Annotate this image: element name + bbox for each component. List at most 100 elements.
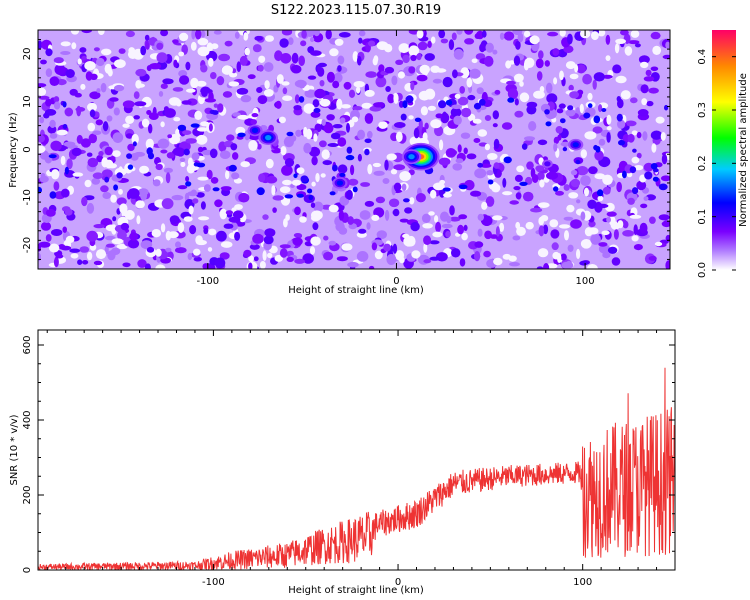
heatmap-cell bbox=[72, 172, 84, 177]
heatmap-cell bbox=[309, 246, 316, 255]
heatmap-cell bbox=[218, 53, 231, 62]
heatmap-cell bbox=[186, 164, 195, 174]
heatmap-cell bbox=[630, 97, 638, 104]
heatmap-cell bbox=[60, 245, 72, 251]
heatmap-cell bbox=[43, 112, 50, 119]
heatmap-cell bbox=[196, 192, 205, 198]
heatmap-cell bbox=[513, 186, 521, 191]
heatmap-cell bbox=[419, 64, 431, 75]
heatmap-cell bbox=[300, 175, 309, 183]
heatmap-cell bbox=[294, 79, 307, 88]
heatmap-cell bbox=[355, 86, 361, 94]
heatmap-cell bbox=[162, 78, 174, 85]
heatmap-cell bbox=[477, 213, 484, 221]
heatmap-cell bbox=[263, 89, 274, 97]
heatmap-cell bbox=[602, 252, 611, 259]
heatmap-cell bbox=[474, 33, 481, 39]
heatmap-cell bbox=[93, 47, 100, 52]
heatmap-cell bbox=[193, 256, 202, 262]
heatmap-cell bbox=[206, 169, 213, 180]
heatmap-cell bbox=[311, 214, 321, 222]
heatmap-cell bbox=[566, 204, 575, 213]
heatmap-cell bbox=[438, 30, 446, 39]
heatmap-cell bbox=[113, 107, 120, 116]
heatmap-cell bbox=[594, 173, 606, 180]
heatmap-cell bbox=[80, 138, 91, 148]
heatmap-cell bbox=[477, 228, 483, 237]
snr-panel: -100 0 100 0 200 400 600 Height of straight l… bbox=[9, 329, 676, 596]
heatmap-cell bbox=[627, 133, 635, 143]
heatmap-cell bbox=[555, 190, 564, 196]
heatmap-cell bbox=[454, 93, 461, 99]
heatmap-cell bbox=[586, 264, 598, 269]
heatmap-cell bbox=[650, 163, 658, 170]
heatmap-cell bbox=[449, 216, 461, 222]
heatmap-cell bbox=[165, 230, 172, 241]
heatmap-cell bbox=[416, 30, 424, 39]
heatmap-cell bbox=[366, 222, 371, 230]
heatmap-cell bbox=[279, 244, 291, 249]
heatmap-cell bbox=[597, 30, 606, 37]
heatmap-cell bbox=[252, 44, 262, 53]
heatmap-cell bbox=[580, 149, 587, 159]
heatmap-cell bbox=[642, 131, 648, 141]
heatmap-cell bbox=[555, 126, 563, 134]
heatmap-cell bbox=[499, 32, 505, 40]
heatmap-cell bbox=[313, 108, 321, 113]
heatmap-cell bbox=[89, 91, 101, 100]
heatmap-cell bbox=[93, 260, 103, 266]
heatmap-cell bbox=[197, 176, 209, 181]
heatmap-cell bbox=[654, 241, 663, 247]
heatmap-cell bbox=[244, 47, 250, 56]
heatmap-cell bbox=[132, 141, 137, 147]
heatmap-cell bbox=[89, 109, 96, 118]
heatmap-cell bbox=[107, 250, 116, 261]
heatmap-cell bbox=[319, 98, 331, 107]
heatmap-cell bbox=[393, 164, 406, 171]
heatmap-cell bbox=[519, 81, 524, 87]
heatmap-cell bbox=[503, 156, 512, 164]
heatmap-cell bbox=[479, 98, 486, 106]
heatmap-cell bbox=[118, 188, 123, 195]
heatmap-cell bbox=[464, 30, 474, 35]
heatmap-cell bbox=[463, 147, 468, 155]
heatmap-cell bbox=[340, 104, 351, 109]
heatmap-cell bbox=[477, 129, 488, 137]
heatmap-cell bbox=[451, 104, 462, 110]
heatmap-cell bbox=[106, 115, 113, 122]
heatmap-cell bbox=[313, 133, 318, 142]
heatmap-cell bbox=[633, 165, 644, 171]
heatmap-cell bbox=[410, 81, 415, 91]
heatmap-cell bbox=[492, 49, 498, 55]
heatmap-cell bbox=[476, 87, 484, 95]
heatmap-cell bbox=[487, 179, 494, 185]
heatmap-cell bbox=[408, 45, 420, 57]
heatmap-cell bbox=[228, 81, 240, 87]
heatmap-cell bbox=[376, 230, 387, 240]
heatmap-cell bbox=[183, 216, 193, 222]
heatmap-cell bbox=[630, 30, 640, 38]
heatmap-cell bbox=[49, 191, 57, 199]
heatmap-cell bbox=[187, 191, 198, 197]
heatmap-cell bbox=[45, 98, 52, 107]
heatmap-cell bbox=[486, 170, 494, 176]
heatmap-cell bbox=[93, 224, 105, 229]
heatmap-cell bbox=[175, 247, 187, 254]
heatmap-cell bbox=[614, 43, 620, 54]
heatmap-cell bbox=[252, 233, 264, 244]
heatmap-cell bbox=[556, 108, 564, 114]
heatmap-cell bbox=[55, 254, 64, 259]
heatmap-cell bbox=[517, 32, 524, 43]
heatmap-cell bbox=[567, 105, 574, 111]
heatmap-cell bbox=[81, 196, 88, 207]
heatmap-cell bbox=[502, 177, 507, 188]
heatmap-cell bbox=[70, 253, 79, 259]
heatmap-cell bbox=[569, 73, 579, 80]
heatmap-cell bbox=[627, 197, 635, 205]
heatmap-cell bbox=[231, 172, 240, 180]
heatmap-cell bbox=[169, 215, 180, 224]
heatmap-cell bbox=[160, 83, 168, 89]
heatmap-cell bbox=[265, 35, 274, 42]
heatmap-cell bbox=[105, 224, 117, 232]
